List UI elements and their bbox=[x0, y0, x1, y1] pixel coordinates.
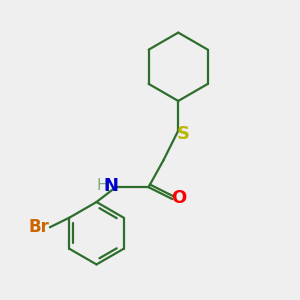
Text: N: N bbox=[103, 177, 118, 195]
Text: S: S bbox=[177, 125, 190, 143]
Text: Br: Br bbox=[28, 218, 49, 236]
Text: O: O bbox=[171, 189, 187, 207]
Text: H: H bbox=[97, 178, 108, 193]
